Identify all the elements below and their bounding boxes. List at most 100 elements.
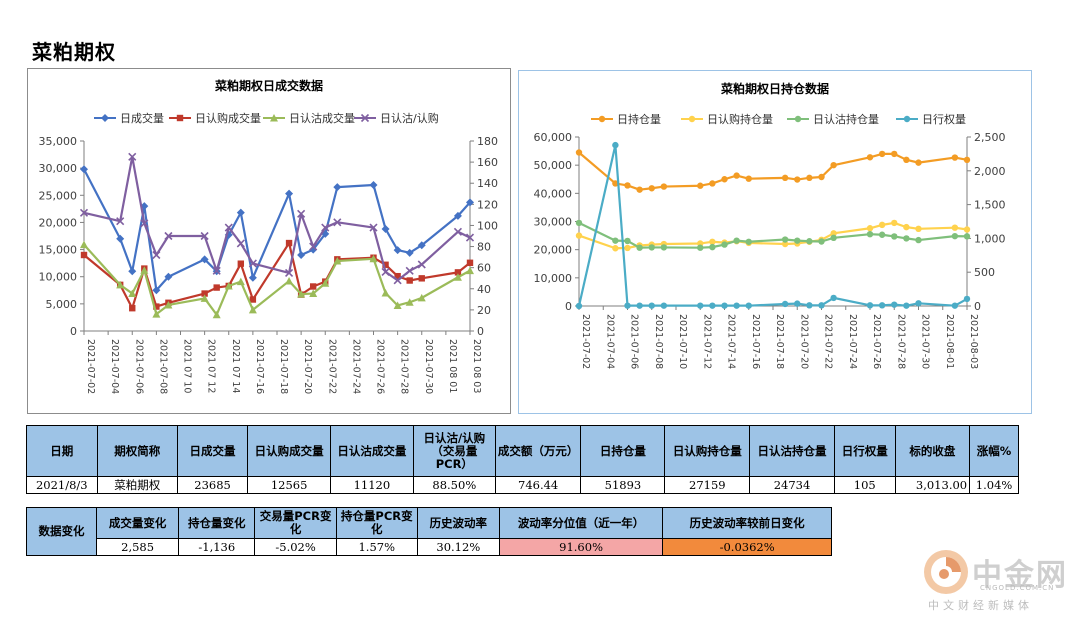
data-point	[80, 240, 88, 249]
x-tick-label: 2021-08-01	[944, 314, 955, 369]
data-point	[891, 301, 898, 308]
x-tick-label: 2021-07-20	[302, 339, 313, 394]
x-tick-label: 2021-07-22	[823, 314, 834, 369]
y-right-tick-label: 0	[974, 300, 981, 313]
cell-volume-change: 2,585	[96, 538, 180, 556]
data-point	[903, 223, 910, 231]
data-point	[248, 273, 257, 282]
data-point	[249, 296, 257, 303]
data-point	[697, 244, 704, 251]
data-point	[418, 275, 425, 282]
legend-marker	[794, 115, 802, 123]
data-point	[878, 150, 886, 158]
y-left-tick-label: 25,000	[39, 189, 78, 202]
data-point	[915, 300, 922, 307]
legend-item: 日持仓量	[591, 112, 661, 126]
data-point	[80, 165, 88, 174]
col-volume-pcr: 日认沽/认购（交易量PCR）	[412, 425, 496, 477]
data-point	[309, 289, 318, 298]
series-日认沽持仓量	[575, 219, 971, 251]
data-point	[721, 241, 728, 248]
data-point	[903, 235, 910, 242]
series-日成交量	[80, 165, 474, 295]
cell-exercise: 105	[833, 476, 896, 494]
data-point	[733, 172, 740, 179]
x-tick-label: 2021 08 01	[447, 339, 458, 393]
y-left-tick-label: 40,000	[534, 187, 573, 200]
col-historical-vol: 历史波动率	[416, 507, 500, 539]
x-tick-label: 2021-07-30	[423, 339, 434, 394]
data-point	[164, 231, 173, 241]
watermark: 中金网 CNGOLD.COM.CN 中文财经新媒体	[922, 548, 1072, 614]
data-point	[405, 298, 414, 306]
y-right-tick-label: 20	[477, 304, 491, 317]
data-point	[963, 233, 971, 240]
col-oi-change: 持仓量变化	[178, 507, 256, 539]
series-日持仓量	[575, 149, 971, 193]
data-point	[417, 293, 426, 302]
data-point	[866, 154, 874, 161]
y-right-tick-label: 2,500	[974, 131, 1006, 144]
x-tick-label: 2021-07-22	[326, 339, 337, 394]
data-point	[236, 208, 245, 217]
data-point	[333, 183, 342, 192]
data-point	[453, 211, 462, 220]
data-point	[733, 302, 740, 309]
watermark-url: CNGOLD.COM.CN	[980, 584, 1055, 592]
data-point	[951, 154, 959, 161]
data-point	[963, 295, 971, 303]
x-tick-label: 2021-07-06	[629, 314, 640, 369]
legend-marker	[176, 114, 184, 122]
data-point	[806, 238, 813, 245]
data-point	[575, 219, 583, 227]
data-point	[818, 238, 825, 245]
page-title: 菜粕期权	[32, 40, 116, 64]
data-point	[369, 254, 378, 263]
data-point	[709, 238, 716, 245]
data-point	[612, 180, 619, 187]
cell-historical-vol: 30.12%	[416, 538, 500, 556]
x-tick-label: 2021-07-16	[750, 314, 761, 369]
series-日认沽成交量	[80, 240, 474, 319]
data-point	[648, 185, 655, 192]
y-right-tick-label: 500	[974, 266, 995, 279]
data-point	[285, 277, 294, 285]
data-point	[164, 300, 173, 309]
data-point	[721, 176, 728, 183]
data-point	[806, 174, 813, 182]
y-right-tick-label: 140	[477, 177, 498, 190]
legend-marker	[688, 115, 696, 123]
y-left-tick-label: 0	[70, 325, 77, 338]
data-point	[236, 239, 245, 248]
data-point	[624, 302, 631, 309]
x-tick-label: 2021-07-02	[85, 339, 96, 394]
data-point	[697, 302, 704, 309]
cell-volume: 23685	[176, 476, 249, 494]
data-point	[745, 238, 752, 245]
data-point	[200, 231, 209, 241]
col-vol-percentile: 波动率分位值（近一年）	[498, 507, 664, 539]
legend-marker	[360, 113, 370, 123]
data-point	[891, 219, 898, 227]
data-point	[951, 302, 959, 309]
series-日行权量	[575, 141, 971, 310]
x-tick-label: 2021-07-26	[375, 339, 386, 394]
data-point	[79, 208, 89, 217]
data-point	[575, 149, 583, 156]
data-point	[406, 277, 413, 284]
data-point	[612, 237, 619, 244]
x-tick-label: 2021 07 10	[182, 339, 193, 393]
x-tick-label: 2021-07-30	[920, 314, 931, 369]
x-tick-label: 2021-07-04	[604, 314, 615, 369]
legend-label: 日认沽持仓量	[813, 112, 879, 126]
data-point	[794, 237, 801, 244]
data-point	[830, 294, 837, 302]
x-tick-label: 2021-07-08	[653, 314, 664, 369]
x-tick-label: 2021-07-18	[774, 314, 785, 369]
x-tick-label: 2021-07-18	[278, 339, 289, 394]
cell-underlying-close: 3,013.00	[894, 476, 971, 494]
legend-item: 日认沽持仓量	[787, 112, 879, 126]
y-left-tick-label: 10,000	[534, 272, 573, 285]
data-point	[866, 225, 874, 232]
data-point	[152, 310, 161, 318]
